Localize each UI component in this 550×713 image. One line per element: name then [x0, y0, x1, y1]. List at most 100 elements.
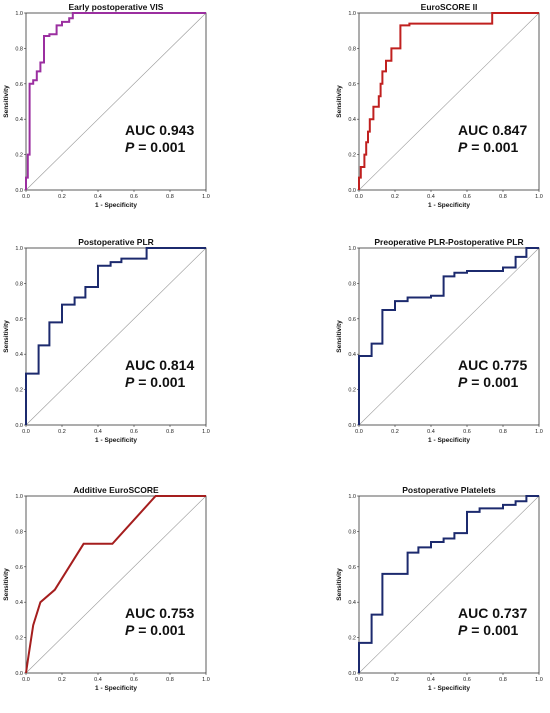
- roc-curve: [25, 495, 206, 674]
- auc-annotation: AUC 0.753: [125, 605, 194, 621]
- roc-panel-postoperative-platelets: Postoperative Platelets 0.0 0.0 0.2 0.2 0.4 0.…: [333, 483, 548, 713]
- x-tick-label: 0.4: [94, 677, 102, 683]
- x-tick-label: 0.0: [22, 429, 30, 435]
- roc-panel-early-postoperative-vis: Early postoperative VIS 0.0 0.0 0.2 0.2 0.4 0.…: [0, 0, 215, 230]
- x-tick-label: 0.8: [166, 429, 174, 435]
- x-tick-label: 0.6: [463, 429, 471, 435]
- roc-panel-additive-euroscore: Additive EuroSCORE 0.0 0.0 0.2 0.2 0.4 0.4 0.6 0…: [0, 483, 215, 713]
- y-tick-label: 0.8: [15, 46, 23, 52]
- roc-chart-svg: Early postoperative VIS 0.00.0 0.2 0.2 0.4 0.…: [3, 2, 210, 209]
- x-tick-label: 0.8: [166, 194, 174, 200]
- x-axis-label: 1 - Specificity: [428, 685, 470, 692]
- p-value: = 0.001: [467, 622, 518, 638]
- reference-diagonal: [25, 495, 207, 674]
- x-axis-label: 1 - Specificity: [95, 437, 137, 444]
- y-tick-label: 1.0: [15, 246, 23, 252]
- x-tick-label: 0.0: [22, 194, 30, 200]
- reference-diagonal: [25, 247, 207, 426]
- y-tick-label: 0.4: [348, 352, 356, 358]
- y-tick-label: 1.0: [348, 494, 356, 500]
- y-tick-label: 0.6: [348, 565, 356, 571]
- p-symbol: P: [458, 622, 468, 638]
- auc-annotation: AUC 0.775: [458, 357, 527, 373]
- y-tick-label: 0.4: [348, 117, 356, 123]
- y-tick-label: 0.0: [15, 671, 23, 677]
- x-tick-label: 0.2: [58, 429, 66, 435]
- p-value-annotation: P = 0.001: [458, 374, 519, 390]
- y-axis-label: Sensitivity: [336, 320, 343, 353]
- roc-chart-svg: Preoperative PLR-Postoperative PLR 0.00.0…: [336, 237, 543, 444]
- chart-title: Additive EuroSCORE: [73, 485, 159, 495]
- x-tick-label: 0.8: [499, 677, 507, 683]
- p-value: = 0.001: [134, 139, 185, 155]
- x-tick-label: 0.0: [22, 677, 30, 683]
- roc-curve: [25, 247, 206, 425]
- roc-chart-svg: Postoperative Platelets 0.00.0 0.2 0.2 0.4 0.…: [336, 485, 543, 692]
- x-tick-label: 0.6: [130, 429, 138, 435]
- y-tick-label: 0.4: [15, 117, 23, 123]
- x-axis-label: 1 - Specificity: [428, 202, 470, 209]
- x-tick-label: 1.0: [535, 677, 543, 683]
- y-tick-label: 0.2: [15, 153, 23, 159]
- y-tick-label: 1.0: [348, 246, 356, 252]
- auc-annotation: AUC 0.814: [125, 357, 194, 373]
- y-tick-label: 0.8: [15, 281, 23, 287]
- auc-annotation: AUC 0.943: [125, 122, 194, 138]
- chart-title: Postoperative Platelets: [402, 485, 496, 495]
- roc-chart-svg: Additive EuroSCORE 0.00.0 0.2 0.2 0.4 0.4 0.6 0…: [3, 485, 210, 692]
- x-tick-label: 0.2: [391, 194, 399, 200]
- y-axis-label: Sensitivity: [3, 85, 10, 118]
- x-axis-label: 1 - Specificity: [95, 685, 137, 692]
- y-tick-label: 0.8: [348, 46, 356, 52]
- y-tick-label: 0.8: [15, 529, 23, 535]
- chart-title: Early postoperative VIS: [69, 2, 164, 12]
- y-tick-label: 0.6: [348, 82, 356, 88]
- reference-diagonal: [358, 495, 540, 674]
- p-value-annotation: P = 0.001: [125, 139, 186, 155]
- x-tick-label: 1.0: [202, 429, 210, 435]
- x-axis-label: 1 - Specificity: [428, 437, 470, 444]
- y-tick-label: 0.6: [15, 565, 23, 571]
- y-tick-label: 0.0: [348, 423, 356, 429]
- x-tick-label: 0.6: [130, 194, 138, 200]
- y-axis-label: Sensitivity: [3, 568, 10, 601]
- p-value: = 0.001: [134, 374, 185, 390]
- reference-diagonal: [358, 12, 540, 191]
- x-tick-label: 0.2: [58, 677, 66, 683]
- x-tick-label: 0.4: [427, 429, 435, 435]
- x-tick-label: 1.0: [535, 194, 543, 200]
- x-tick-label: 1.0: [202, 194, 210, 200]
- y-axis-label: Sensitivity: [336, 85, 343, 118]
- y-tick-label: 0.8: [348, 281, 356, 287]
- auc-annotation: AUC 0.847: [458, 122, 527, 138]
- p-value: = 0.001: [467, 374, 518, 390]
- roc-curve: [358, 247, 539, 425]
- y-tick-label: 0.2: [15, 636, 23, 642]
- y-tick-label: 0.2: [15, 388, 23, 394]
- y-tick-label: 0.2: [348, 636, 356, 642]
- roc-chart-svg: Postoperative PLR 0.00.0 0.2 0.2 0.4 0.4 0.6 0.…: [3, 237, 210, 444]
- p-symbol: P: [125, 622, 135, 638]
- x-tick-label: 0.2: [58, 194, 66, 200]
- x-tick-label: 0.4: [94, 429, 102, 435]
- y-tick-label: 0.0: [15, 423, 23, 429]
- y-tick-label: 0.8: [348, 529, 356, 535]
- y-tick-label: 0.0: [348, 671, 356, 677]
- y-axis-label: Sensitivity: [336, 568, 343, 601]
- auc-annotation: AUC 0.737: [458, 605, 527, 621]
- x-tick-label: 1.0: [202, 677, 210, 683]
- y-tick-label: 0.4: [15, 600, 23, 606]
- y-tick-label: 0.4: [348, 600, 356, 606]
- x-axis-label: 1 - Specificity: [95, 202, 137, 209]
- y-tick-label: 0.6: [15, 317, 23, 323]
- y-axis-label: Sensitivity: [3, 320, 10, 353]
- p-value-annotation: P = 0.001: [125, 374, 186, 390]
- roc-curve: [358, 495, 539, 673]
- y-tick-label: 0.0: [348, 188, 356, 194]
- x-tick-label: 0.2: [391, 677, 399, 683]
- y-tick-label: 1.0: [15, 494, 23, 500]
- y-tick-label: 1.0: [15, 11, 23, 17]
- y-tick-label: 0.0: [15, 188, 23, 194]
- roc-chart-svg: EuroSCORE II 0.00.0 0.2 0.2 0.4 0.4 0.6 0.6 0.8 0…: [336, 2, 543, 209]
- x-tick-label: 0.6: [463, 194, 471, 200]
